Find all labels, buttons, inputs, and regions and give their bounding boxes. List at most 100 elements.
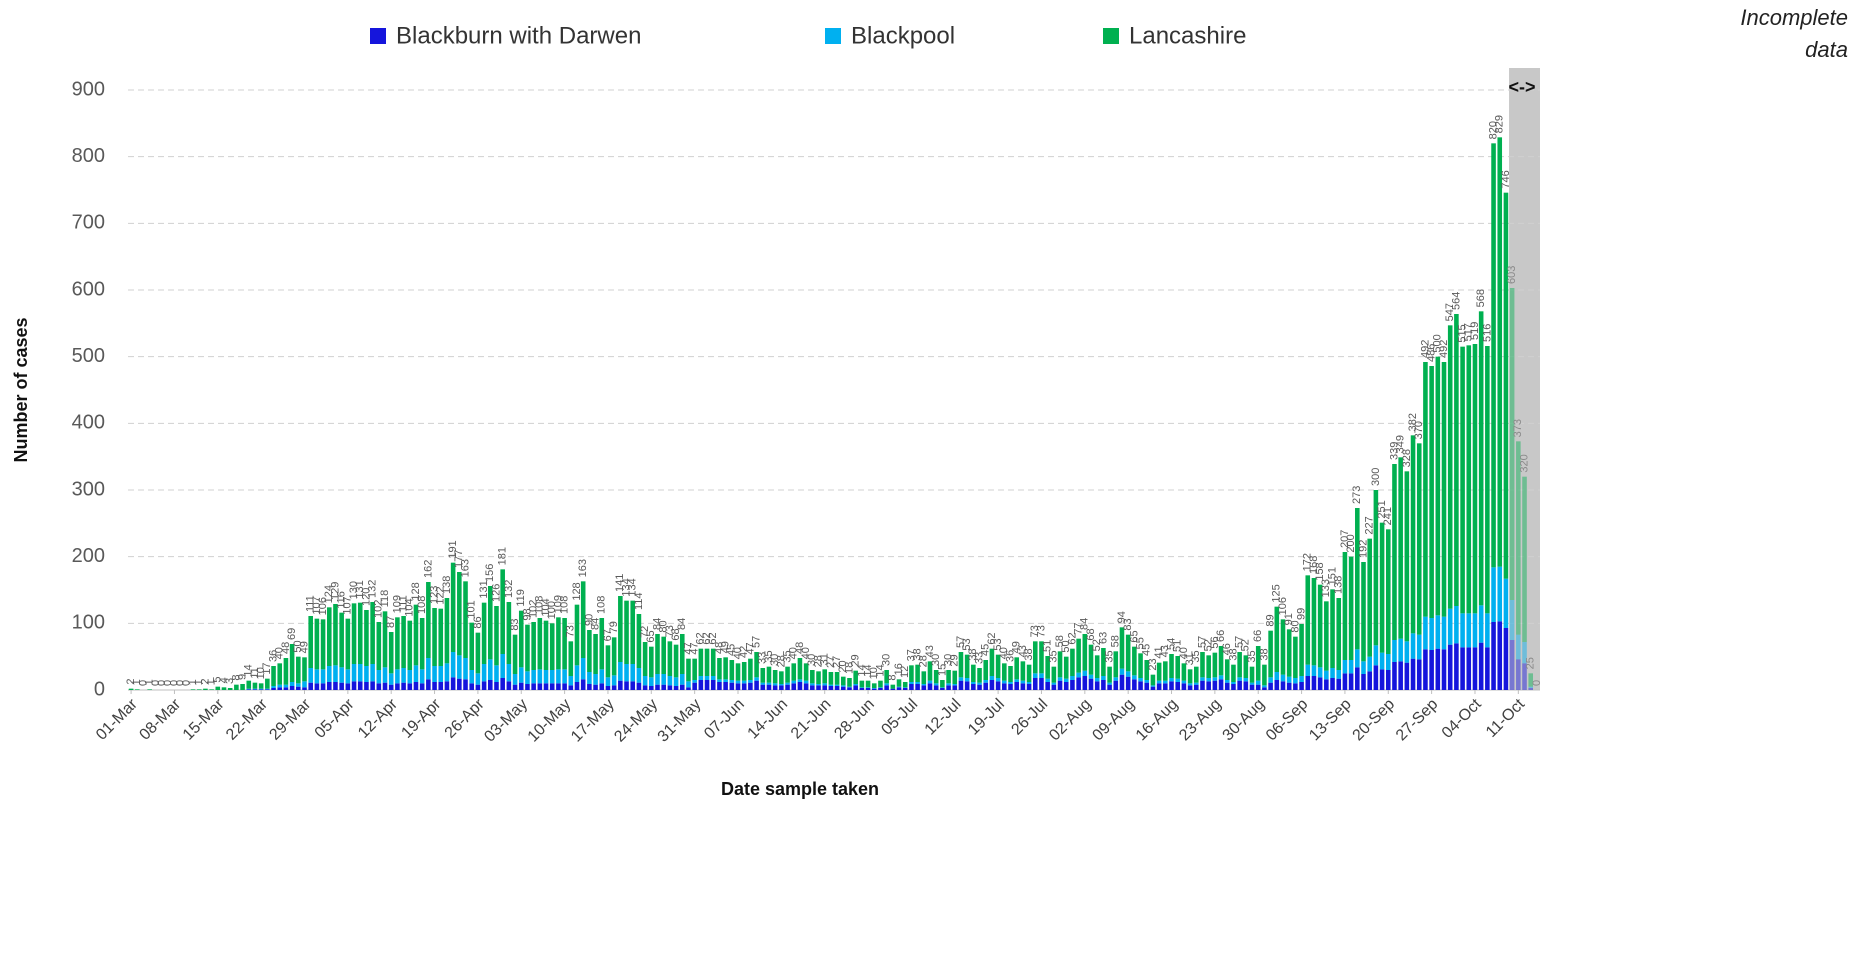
total-label: 53 bbox=[961, 638, 973, 650]
bar-segment bbox=[531, 622, 536, 670]
bar-segment bbox=[574, 682, 580, 690]
total-label: 746 bbox=[1500, 170, 1512, 188]
bar-segment bbox=[977, 682, 982, 685]
bar-segment bbox=[1305, 664, 1311, 676]
bar-segment bbox=[1355, 667, 1360, 690]
total-label: 40 bbox=[998, 647, 1010, 659]
total-label: 52 bbox=[1091, 639, 1103, 651]
bar-segment bbox=[419, 683, 425, 690]
bar-segment bbox=[1237, 677, 1242, 681]
bar-segment bbox=[1528, 686, 1534, 688]
bar-segment bbox=[1454, 606, 1459, 644]
bar-segment bbox=[1485, 346, 1490, 614]
y-tick-label: 500 bbox=[72, 345, 105, 367]
bar-segment bbox=[748, 682, 753, 690]
bar-segment bbox=[816, 671, 821, 684]
bar-segment bbox=[642, 685, 648, 690]
bar-segment bbox=[791, 663, 797, 681]
bar-segment bbox=[828, 684, 834, 686]
total-label: 65 bbox=[1128, 630, 1140, 642]
total-label: 52 bbox=[1240, 639, 1252, 651]
bar-segment bbox=[1497, 137, 1503, 567]
total-label: 73 bbox=[1035, 625, 1047, 637]
total-label: 128 bbox=[410, 582, 422, 600]
bar-segment bbox=[258, 688, 264, 690]
total-label: 94 bbox=[1116, 611, 1128, 623]
bar-segment bbox=[1522, 642, 1527, 664]
bar-segment bbox=[741, 683, 747, 690]
bar-segment bbox=[599, 683, 605, 690]
x-tick-label: 27-Sep bbox=[1393, 696, 1442, 745]
bar-segment bbox=[1057, 677, 1063, 681]
total-label: 241 bbox=[1382, 507, 1394, 525]
bar-segment bbox=[1385, 529, 1391, 654]
total-label: 162 bbox=[422, 560, 434, 578]
total-label: 131 bbox=[478, 580, 490, 598]
bar-segment bbox=[1472, 613, 1478, 648]
total-label: 128 bbox=[571, 582, 583, 600]
total-label: 31 bbox=[1184, 653, 1196, 665]
bar-segment bbox=[599, 618, 605, 670]
total-label: 492 bbox=[1419, 340, 1431, 358]
bar-segment bbox=[1522, 663, 1527, 690]
bar-segment bbox=[1441, 362, 1447, 617]
total-label: 42 bbox=[738, 646, 750, 658]
bar-segment bbox=[568, 641, 574, 676]
bar-segment bbox=[1355, 508, 1360, 650]
bar-segment bbox=[1200, 652, 1205, 678]
total-label: 48 bbox=[280, 642, 292, 654]
total-label: 87 bbox=[385, 616, 397, 628]
bar-segment bbox=[915, 664, 920, 682]
bar-segment bbox=[692, 680, 697, 683]
total-label: 49 bbox=[1011, 641, 1023, 653]
total-label: 181 bbox=[497, 547, 509, 565]
total-label: 49 bbox=[720, 641, 732, 653]
bar-segment bbox=[1113, 651, 1119, 678]
bar-segment bbox=[1361, 661, 1366, 674]
x-tick-label: 06-Sep bbox=[1263, 696, 1312, 745]
bar-segment bbox=[289, 682, 295, 686]
bar-segment bbox=[673, 686, 679, 690]
bar-segment bbox=[1379, 652, 1385, 670]
total-label: 20 bbox=[837, 660, 849, 672]
bar-segment bbox=[1398, 457, 1403, 639]
bar-segment bbox=[1144, 682, 1150, 690]
bar-segment bbox=[388, 673, 394, 685]
total-label: 80 bbox=[1289, 620, 1301, 632]
bar-segment bbox=[333, 682, 338, 690]
bar-segment bbox=[407, 670, 413, 684]
bar-segment bbox=[271, 686, 276, 688]
total-label: 320 bbox=[1518, 454, 1530, 472]
bar-segment bbox=[729, 680, 735, 683]
bar-segment bbox=[1299, 624, 1304, 676]
bar-segment bbox=[500, 654, 505, 678]
x-tick-label: 24-May bbox=[611, 696, 661, 746]
bar-segment bbox=[426, 658, 431, 680]
bar-segment bbox=[1503, 628, 1509, 690]
total-label: 29 bbox=[949, 654, 961, 666]
total-label: 108 bbox=[596, 596, 608, 614]
total-label: 108 bbox=[534, 596, 546, 614]
total-label: 62 bbox=[986, 632, 998, 644]
total-label: 86 bbox=[472, 616, 484, 628]
bar-segment bbox=[1286, 682, 1292, 690]
bar-segment bbox=[915, 682, 920, 684]
bar-segment bbox=[450, 677, 456, 690]
bar-segment bbox=[1200, 677, 1205, 681]
bar-segment bbox=[426, 679, 431, 690]
bar-segment bbox=[1342, 673, 1348, 690]
bar-segment bbox=[1237, 652, 1242, 678]
bar-segment bbox=[642, 642, 648, 676]
bar-segment bbox=[487, 680, 493, 690]
total-label: 27 bbox=[831, 656, 843, 668]
bar-segment bbox=[1063, 656, 1069, 679]
bar-segment bbox=[1206, 678, 1211, 682]
total-label: 28 bbox=[775, 655, 787, 667]
total-label: 69 bbox=[286, 628, 298, 640]
bar-segment bbox=[760, 668, 766, 683]
bar-segment bbox=[1249, 682, 1255, 685]
bar-segment bbox=[500, 678, 505, 690]
bar-segment bbox=[667, 685, 673, 690]
bar-segment bbox=[1460, 346, 1465, 614]
bar-segment bbox=[710, 680, 716, 690]
